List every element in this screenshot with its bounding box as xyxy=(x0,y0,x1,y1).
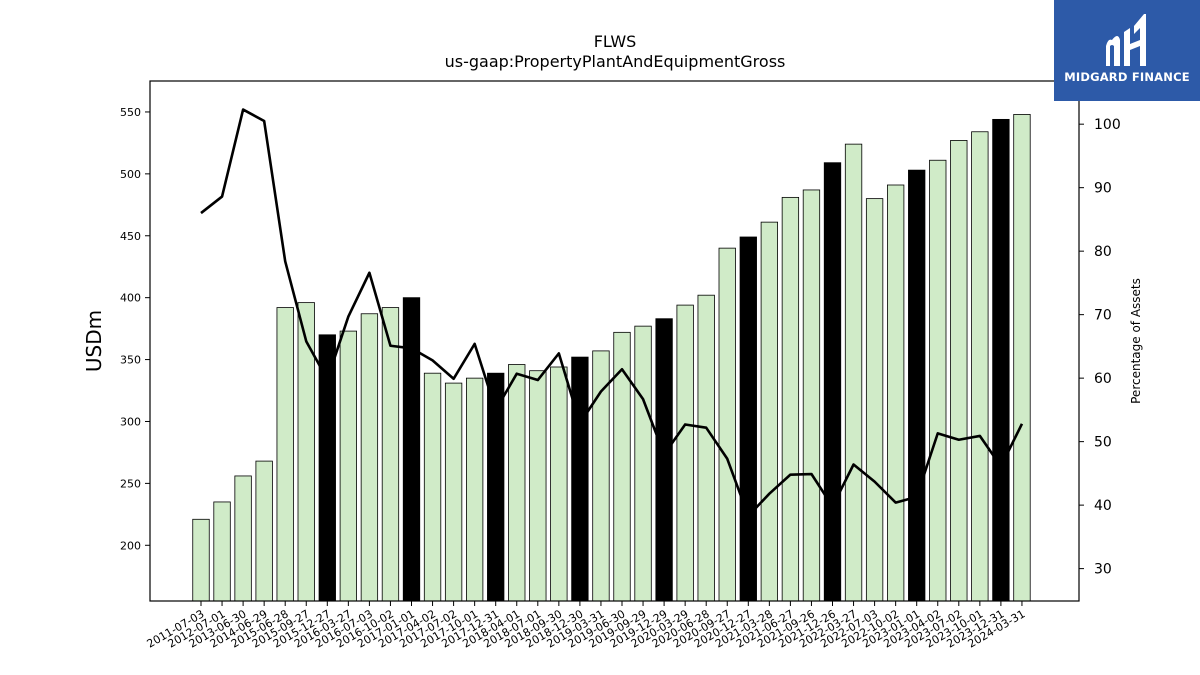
y2-tick-label: 100 xyxy=(1094,117,1121,133)
bar xyxy=(655,318,673,602)
bar xyxy=(318,334,336,602)
bar xyxy=(550,366,568,602)
y-tick-label: 550 xyxy=(120,106,141,119)
bar xyxy=(213,501,231,602)
bar xyxy=(887,184,905,602)
bar xyxy=(465,377,484,602)
bar xyxy=(423,372,442,602)
bar xyxy=(697,294,715,602)
y-tick-label: 500 xyxy=(120,168,141,181)
bar xyxy=(781,196,800,602)
y2-tick-label: 90 xyxy=(1094,181,1112,197)
bar xyxy=(192,518,210,602)
line-group xyxy=(200,108,1024,518)
bar xyxy=(1013,114,1031,602)
chart-title: FLWS xyxy=(593,32,637,51)
bar xyxy=(676,304,694,602)
bar xyxy=(992,118,1010,602)
y-tick-label: 400 xyxy=(120,292,141,305)
bar xyxy=(718,247,736,602)
bar xyxy=(865,198,884,602)
bar xyxy=(444,382,463,602)
bar xyxy=(823,162,842,602)
y-tick-label: 250 xyxy=(120,477,141,490)
midgard-finance-logo: MIDGARD FINANCE xyxy=(1054,0,1200,101)
bar xyxy=(908,169,926,602)
bar xyxy=(802,189,821,602)
bar xyxy=(950,140,968,602)
logo-text: MIDGARD FINANCE xyxy=(1064,70,1190,84)
x-axis: 2011-07-032012-07-012013-06-302014-06-29… xyxy=(145,601,1027,651)
bar xyxy=(234,475,252,602)
y-tick-label: 200 xyxy=(120,539,141,552)
bar xyxy=(297,302,315,602)
bar xyxy=(592,350,610,602)
bar xyxy=(360,313,379,602)
bar xyxy=(929,159,947,602)
percentage-line xyxy=(200,108,1024,518)
y2-tick-label: 40 xyxy=(1094,498,1112,514)
bar xyxy=(760,221,778,602)
y2-tick-label: 70 xyxy=(1094,308,1112,324)
bar xyxy=(381,307,400,602)
bar xyxy=(844,143,863,602)
y2-tick-label: 80 xyxy=(1094,244,1112,260)
y-tick-label: 350 xyxy=(120,354,141,367)
bar xyxy=(739,236,757,602)
y2-tick-label: 30 xyxy=(1094,562,1112,578)
bar xyxy=(571,356,589,602)
chart-subtitle: us-gaap:PropertyPlantAndEquipmentGross xyxy=(444,52,786,71)
midgard-logo-icon xyxy=(1106,14,1146,66)
y2-tick-label: 60 xyxy=(1094,371,1112,387)
bar xyxy=(255,460,273,602)
bar xyxy=(971,131,989,602)
right-axis: 30 40 50 60 70 80 90 100 xyxy=(1079,117,1121,578)
y-tick-label: 450 xyxy=(120,230,141,243)
plot-frame xyxy=(149,80,1080,602)
y2-axis-label: Percentage of Assets xyxy=(1129,278,1143,404)
bar xyxy=(402,297,421,602)
bar xyxy=(339,330,358,602)
y-tick-label: 300 xyxy=(120,415,141,428)
bar xyxy=(634,325,652,602)
left-axis: 200 250 300 350 400 450 500 550 xyxy=(120,106,150,552)
y-axis-label: USDm xyxy=(82,310,106,372)
bar xyxy=(613,331,631,602)
bar xyxy=(276,307,294,602)
bar xyxy=(529,370,547,602)
bar xyxy=(508,364,526,602)
y2-tick-label: 50 xyxy=(1094,435,1112,451)
